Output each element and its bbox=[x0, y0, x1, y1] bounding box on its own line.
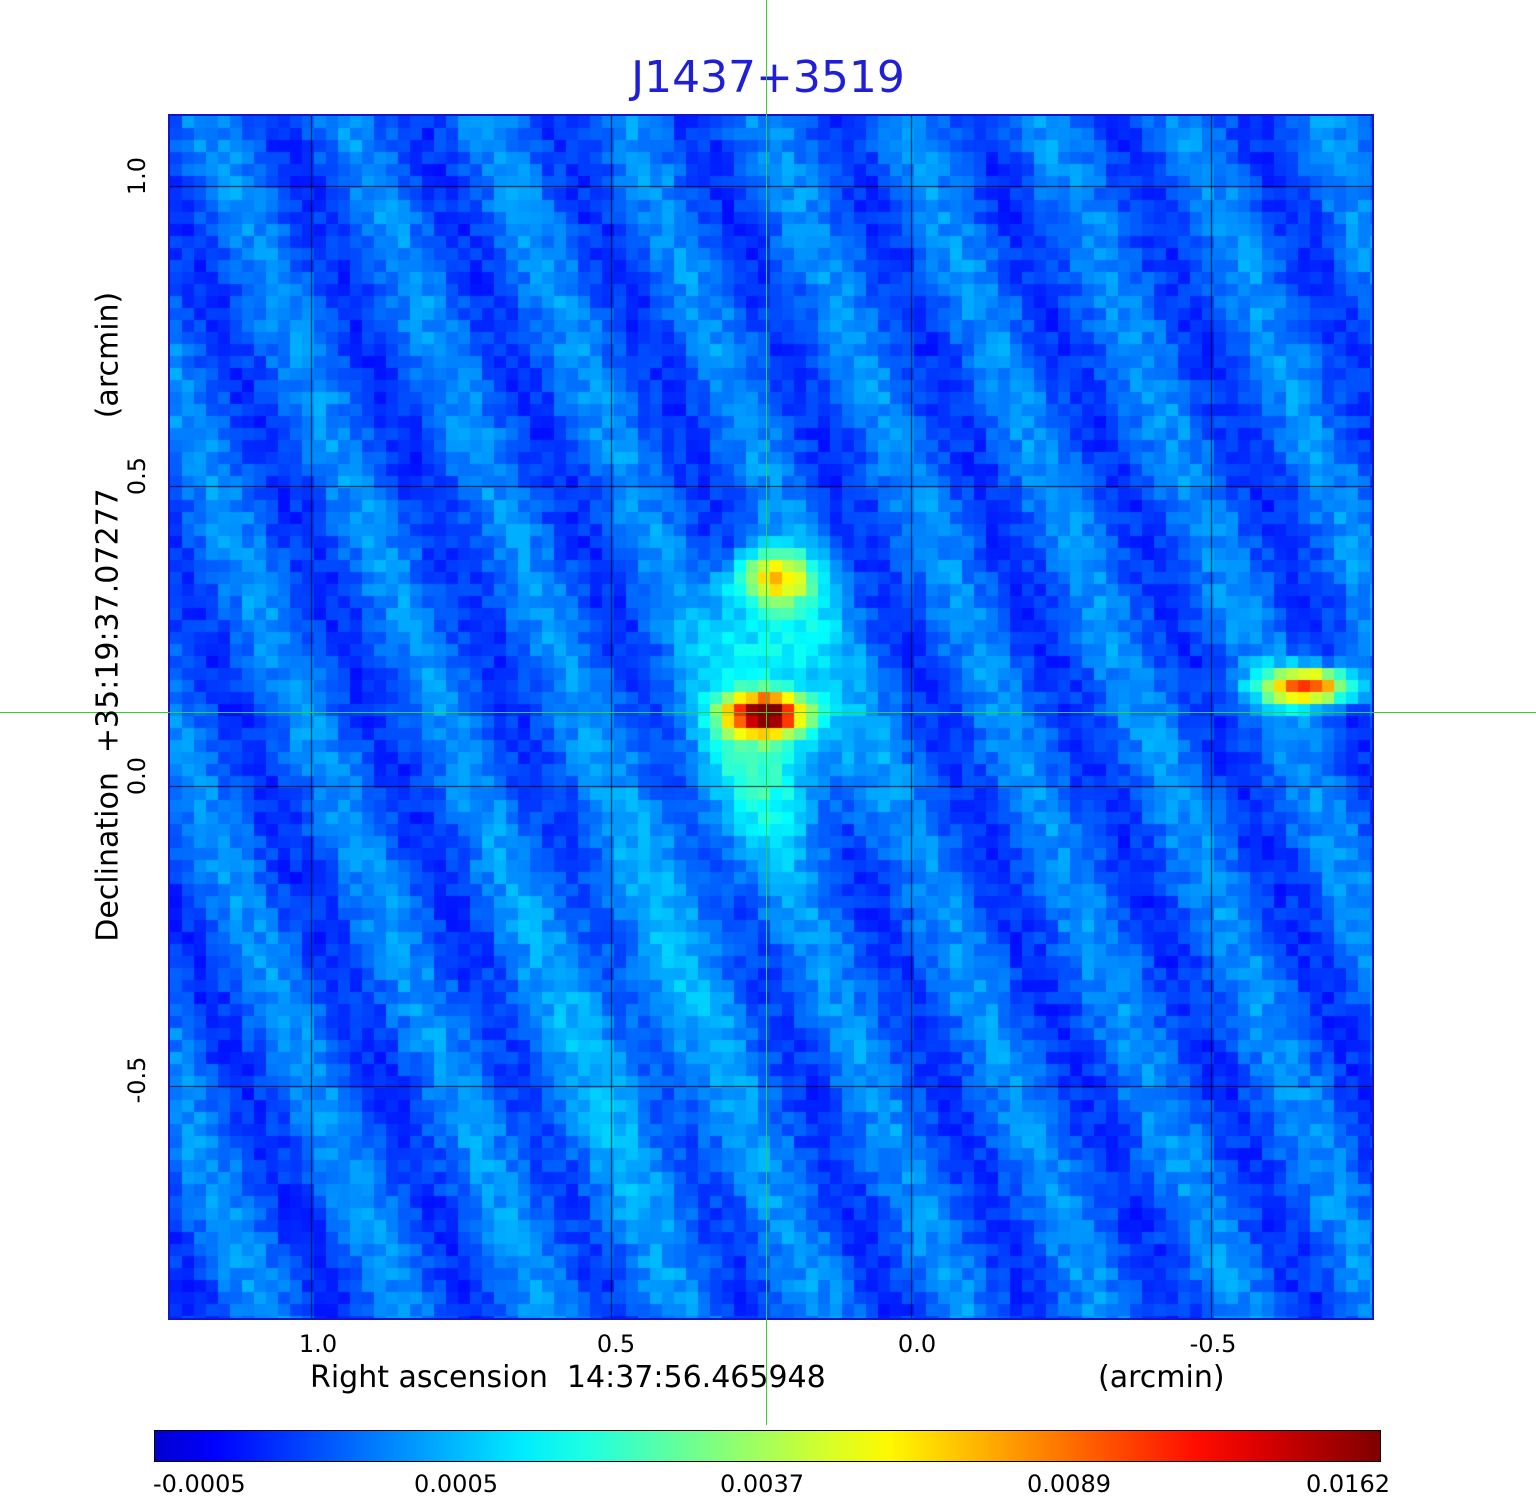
image-title: J1437+3519 bbox=[631, 52, 905, 103]
x-tick-label: 1.0 bbox=[298, 1330, 338, 1358]
colorbar-tick-label: 0.0037 bbox=[720, 1470, 804, 1498]
crosshair-horizontal[interactable] bbox=[0, 712, 1536, 713]
y-tick-label: 0.5 bbox=[123, 456, 151, 496]
colorbar-tick-label: 0.0005 bbox=[414, 1470, 498, 1498]
x-tick-label: 0.0 bbox=[897, 1330, 937, 1358]
y-axis-unit: (arcmin) bbox=[90, 291, 126, 419]
radio-image-canvas[interactable] bbox=[170, 116, 1372, 1318]
colorbar-tick-label: 0.0089 bbox=[1027, 1470, 1111, 1498]
x-axis-label: Right ascension 14:37:56.465948 bbox=[310, 1360, 826, 1395]
image-panel[interactable] bbox=[168, 114, 1374, 1320]
colorbar bbox=[154, 1430, 1381, 1462]
x-tick-label: -0.5 bbox=[1189, 1330, 1237, 1358]
x-tick-label: 0.5 bbox=[596, 1330, 636, 1358]
y-tick-label: 0.0 bbox=[123, 756, 151, 796]
y-tick-label: -0.5 bbox=[123, 1056, 151, 1104]
y-tick-label: 1.0 bbox=[123, 156, 151, 196]
colorbar-tick-label: -0.0005 bbox=[153, 1470, 246, 1498]
x-axis-unit: (arcmin) bbox=[1098, 1360, 1225, 1395]
y-axis-label: Declination +35:19:37.07277 bbox=[90, 488, 126, 942]
colorbar-tick-label: 0.0162 bbox=[1306, 1470, 1390, 1498]
